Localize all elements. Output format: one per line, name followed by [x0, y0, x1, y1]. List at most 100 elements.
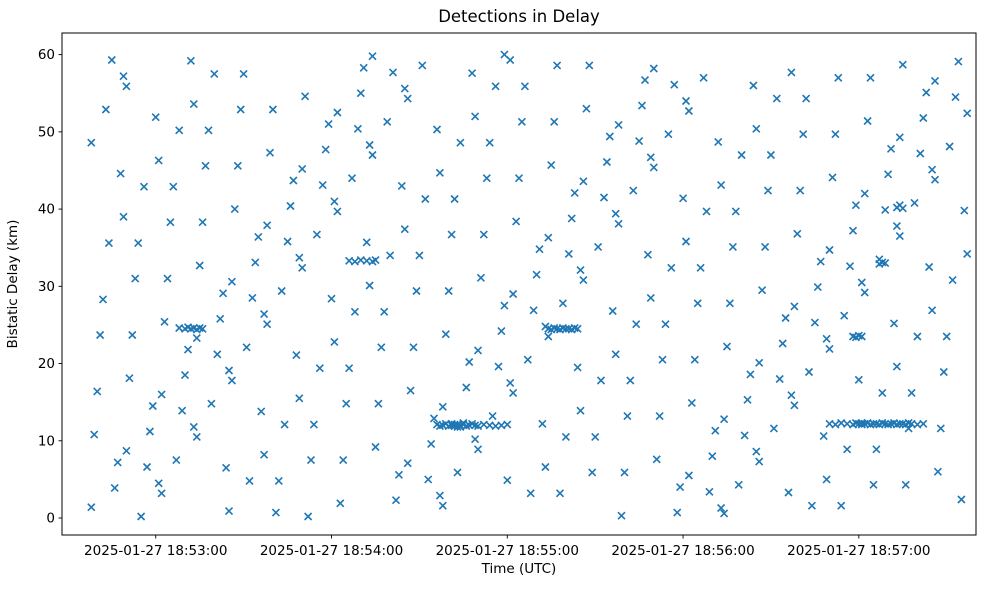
- scatter-marker: [359, 63, 368, 72]
- scatter-marker: [137, 512, 146, 521]
- scatter-marker: [122, 446, 131, 455]
- scatter-marker: [720, 415, 729, 424]
- scatter-marker: [913, 332, 922, 341]
- scatter-marker: [558, 299, 567, 308]
- scatter-marker: [122, 82, 131, 91]
- scatter-marker: [632, 320, 641, 329]
- scatter-marker: [520, 82, 529, 91]
- scatter-marker: [658, 355, 667, 364]
- scatter-marker: [148, 401, 157, 411]
- scatter-marker: [222, 463, 231, 472]
- scatter-marker: [365, 281, 374, 290]
- scatter-marker: [951, 93, 960, 102]
- scatter-marker: [488, 412, 497, 421]
- scatter-marker: [728, 242, 737, 251]
- scatter-marker: [131, 274, 140, 283]
- scatter-marker: [482, 174, 491, 183]
- scatter-marker: [925, 262, 934, 272]
- scatter-marker: [573, 363, 582, 372]
- scatter-marker: [509, 388, 518, 397]
- scatter-marker: [350, 307, 359, 316]
- scatter-marker: [441, 330, 450, 339]
- scatter-marker: [717, 503, 726, 513]
- scatter-marker: [377, 343, 386, 352]
- scatter-marker: [840, 311, 849, 320]
- scatter-marker: [295, 253, 304, 262]
- scatter-marker: [189, 100, 198, 109]
- scatter-marker: [274, 476, 283, 485]
- scatter-marker: [696, 263, 705, 272]
- scatter-marker: [204, 126, 213, 135]
- scatter-marker: [605, 132, 614, 141]
- scatter-marker: [594, 242, 603, 251]
- scatter-marker: [646, 293, 655, 302]
- scatter-marker: [679, 194, 688, 203]
- scatter-marker: [957, 495, 966, 504]
- scatter-marker: [646, 153, 655, 162]
- scatter-marker: [157, 390, 166, 399]
- scatter-marker: [456, 138, 465, 147]
- scatter-marker: [198, 324, 207, 333]
- scatter-marker: [787, 68, 796, 77]
- scatter-marker: [245, 476, 254, 485]
- scatter-marker: [119, 72, 128, 81]
- scatter-marker: [151, 113, 160, 122]
- scatter-marker: [599, 193, 609, 202]
- scatter-marker: [424, 475, 433, 484]
- scatter-marker: [825, 344, 834, 353]
- scatter-marker: [494, 362, 503, 371]
- scatter-marker: [892, 222, 901, 231]
- scatter-marker: [670, 80, 679, 89]
- scatter-marker: [596, 376, 606, 385]
- y-axis-label: Bistatic Delay (km): [5, 220, 21, 349]
- scatter-marker: [725, 299, 734, 308]
- scatter-marker: [561, 432, 570, 441]
- scatter-marker: [802, 94, 811, 103]
- scatter-marker: [544, 332, 553, 341]
- y-tick-label: 60: [38, 47, 55, 63]
- scatter-marker: [224, 507, 234, 516]
- scatter-marker: [368, 150, 377, 160]
- scatter-marker: [945, 142, 954, 151]
- scatter-marker: [350, 257, 359, 266]
- scatter-marker: [145, 427, 154, 436]
- scatter-marker: [242, 343, 251, 352]
- scatter-marker: [743, 395, 752, 404]
- scatter-marker: [740, 431, 749, 440]
- scatter-marker: [371, 442, 380, 452]
- scatter-marker: [614, 120, 623, 129]
- scatter-marker: [667, 263, 676, 272]
- scatter-marker: [857, 278, 866, 287]
- scatter-marker: [333, 207, 342, 216]
- scatter-marker: [295, 394, 304, 403]
- scatter-marker: [134, 239, 143, 248]
- x-tick-label: 2025-01-27 18:55:00: [436, 543, 579, 559]
- scatter-marker: [342, 399, 351, 408]
- scatter-marker: [637, 101, 647, 110]
- scatter-marker: [535, 245, 544, 254]
- scatter-marker: [268, 105, 277, 114]
- scatter-marker: [778, 339, 787, 348]
- scatter-marker: [813, 283, 822, 292]
- scatter-marker: [655, 412, 664, 421]
- scatter-marker: [227, 277, 236, 286]
- scatter-marker: [863, 116, 872, 126]
- scatter-marker: [432, 125, 442, 134]
- scatter-marker: [752, 447, 761, 456]
- scatter-marker: [529, 306, 538, 315]
- scatter-marker: [473, 445, 483, 454]
- scatter-marker: [309, 420, 318, 429]
- scatter-marker: [684, 471, 693, 480]
- scatter-marker: [843, 445, 852, 454]
- scatter-marker: [107, 55, 116, 65]
- scatter-marker: [154, 479, 163, 488]
- scatter-marker: [963, 249, 972, 258]
- scatter-marker: [476, 273, 485, 282]
- scatter-marker: [139, 182, 149, 191]
- scatter-marker: [286, 201, 295, 211]
- scatter-marker: [400, 84, 409, 93]
- scatter-marker: [523, 355, 532, 364]
- scatter-marker: [192, 432, 201, 441]
